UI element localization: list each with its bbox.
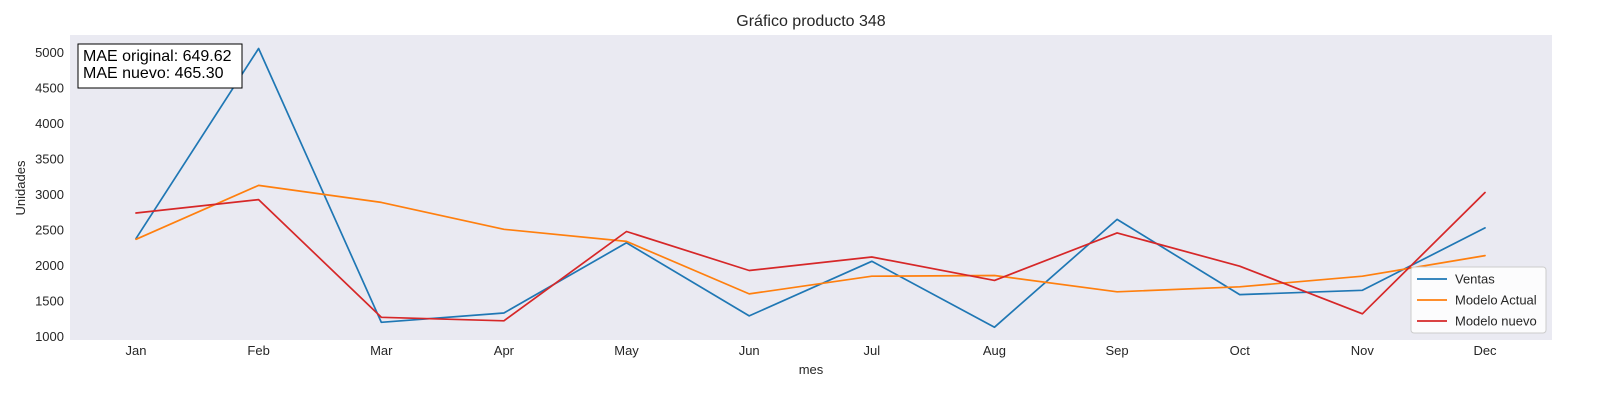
- series-lines: [135, 47, 1486, 329]
- y-tick-label: 1000: [35, 329, 64, 344]
- x-tick-label: Jul: [864, 343, 881, 358]
- x-tick-label: Apr: [494, 343, 515, 358]
- legend: Ventas Modelo Actual Modelo nuevo: [1410, 266, 1547, 334]
- annotation-mae-nuevo: MAE nuevo: 465.30: [83, 65, 224, 82]
- x-tick-label: May: [614, 343, 639, 358]
- x-tick-label: Aug: [983, 343, 1006, 358]
- x-tick-label: Jan: [126, 343, 147, 358]
- y-axis-title: Unidades: [13, 160, 28, 215]
- annotation-mae-original: MAE original: 649.62: [83, 48, 232, 65]
- legend-label-ventas: Ventas: [1455, 272, 1495, 287]
- x-axis-title: mes: [799, 362, 824, 377]
- x-tick-label: Mar: [370, 343, 393, 358]
- y-tick-label: 3000: [35, 187, 64, 202]
- y-tick-label: 4500: [35, 81, 64, 96]
- x-tick-label: Jun: [739, 343, 760, 358]
- legend-label-modelo-nuevo: Modelo nuevo: [1455, 314, 1537, 329]
- legend-frame: [1410, 266, 1547, 334]
- series-line-modelo-nuevo: [135, 191, 1486, 322]
- x-tick-label: Dec: [1473, 343, 1497, 358]
- y-tick-label: 4000: [35, 116, 64, 131]
- series-line-modelo-actual: [135, 184, 1486, 295]
- x-tick-label: Feb: [247, 343, 269, 358]
- y-tick-label: 1500: [35, 293, 64, 308]
- series-line-ventas: [135, 47, 1486, 329]
- chart-title: Gráfico producto 348: [736, 13, 886, 30]
- y-tick-label: 2500: [35, 223, 64, 238]
- legend-label-modelo-actual: Modelo Actual: [1455, 293, 1537, 308]
- y-tick-label: 5000: [35, 45, 64, 60]
- y-tick-label: 3500: [35, 152, 64, 167]
- x-tick-label: Nov: [1351, 343, 1375, 358]
- plot-area: [70, 35, 1552, 340]
- annotation-box: MAE original: 649.62 MAE nuevo: 465.30: [77, 43, 243, 89]
- y-axis: 1000 1500 2000 2500 3000 3500 4000 4500 5000: [35, 45, 64, 344]
- y-tick-label: 2000: [35, 258, 64, 273]
- x-tick-label: Sep: [1106, 343, 1129, 358]
- x-tick-label: Oct: [1230, 343, 1251, 358]
- annotation-frame: [77, 43, 243, 89]
- x-axis: Jan Feb Mar Apr May Jun Jul Aug Sep Oct Nov Dec: [126, 343, 1498, 358]
